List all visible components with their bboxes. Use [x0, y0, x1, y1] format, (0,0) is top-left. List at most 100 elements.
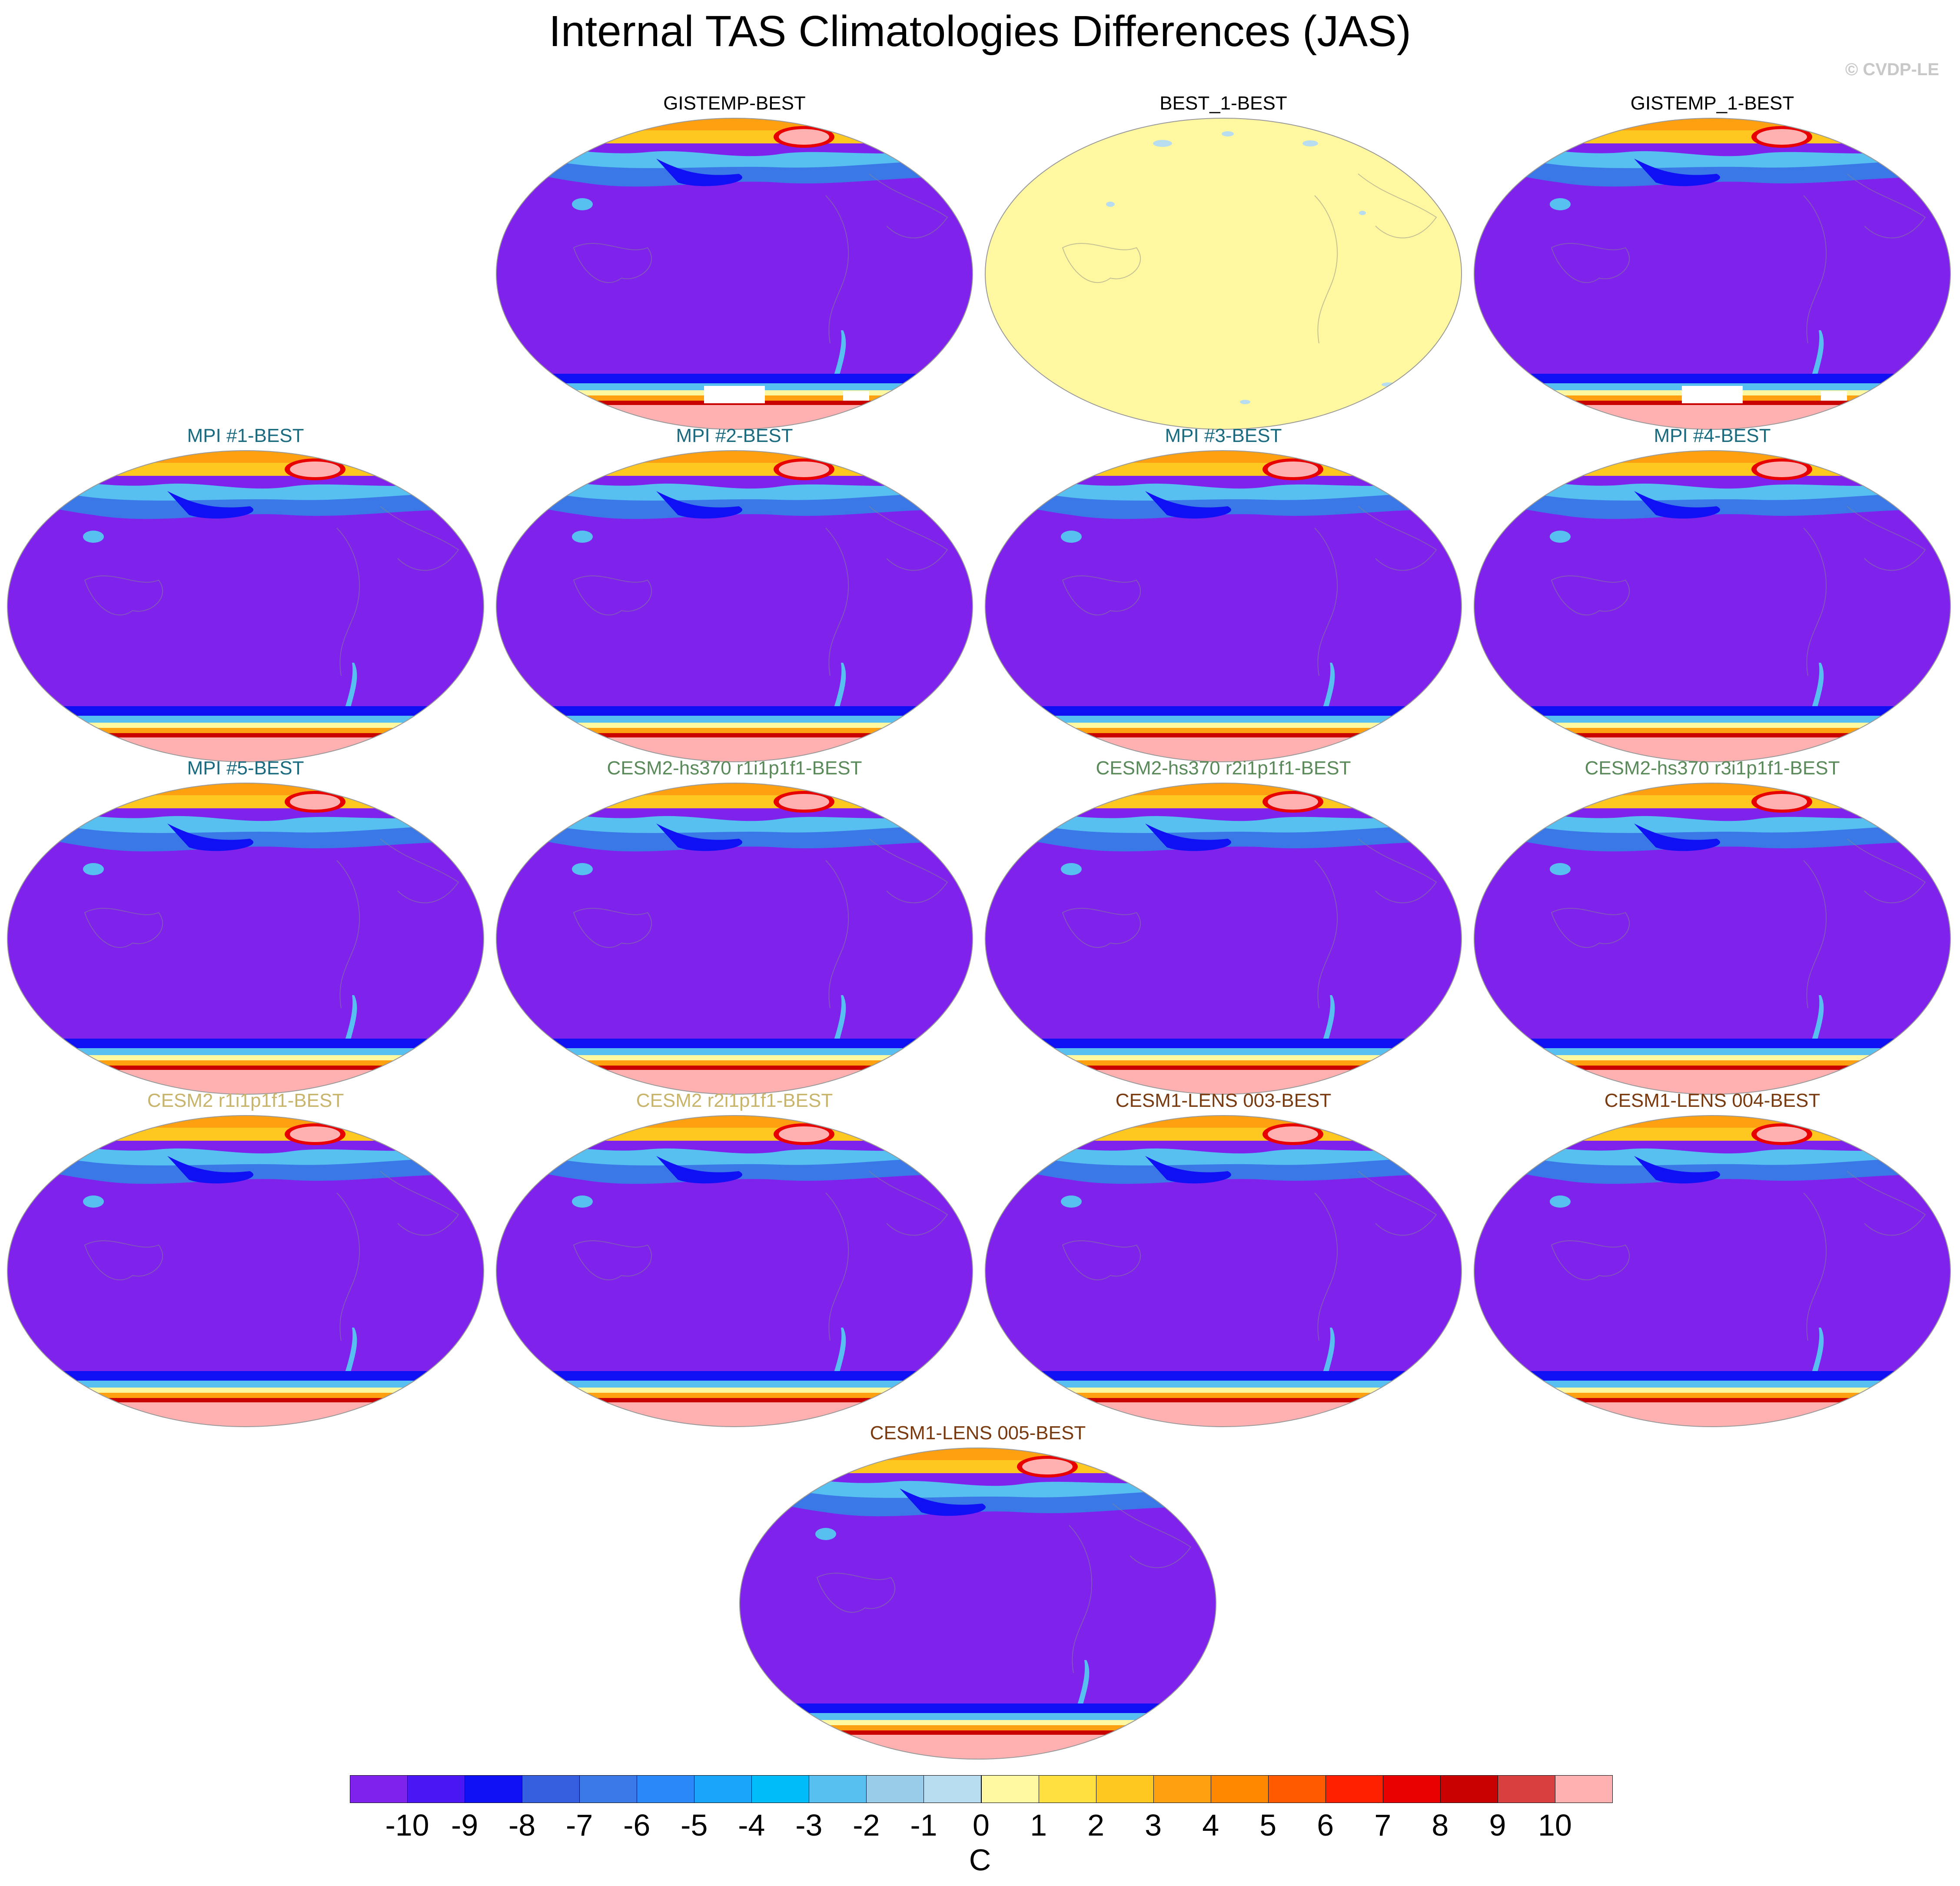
south-orange-band — [7, 728, 484, 734]
north-cool-band-2 — [496, 1141, 973, 1165]
colorbar-tick-label: -4 — [738, 1808, 765, 1842]
panel-title: CESM1-LENS 005-BEST — [870, 1422, 1086, 1444]
colorbar-tick-label: 0 — [973, 1808, 990, 1842]
colorbar-tick-label: 1 — [1030, 1808, 1047, 1842]
north-deep-blue — [656, 823, 742, 851]
hotspot-inner — [290, 462, 340, 477]
north-hot-band — [1474, 783, 1950, 795]
watermark: © CVDP-LE — [1845, 60, 1939, 79]
north-deep-blue — [1634, 491, 1720, 519]
north-hot-band — [496, 783, 973, 795]
colorbar-tick-label: 5 — [1259, 1808, 1277, 1842]
south-red-band — [496, 1066, 973, 1070]
north-cool-band-2 — [496, 143, 973, 168]
coastline — [84, 908, 163, 948]
panel-title: GISTEMP_1-BEST — [1630, 93, 1794, 114]
coastline — [869, 173, 948, 239]
map-panel: MPI #2-BEST — [495, 424, 973, 763]
ridge-feature — [1076, 1660, 1090, 1710]
south-neutral-band — [985, 1388, 1462, 1394]
map-canvas — [7, 783, 484, 1095]
hotspot-inner — [1757, 129, 1807, 145]
lake-feature — [1061, 1195, 1082, 1208]
coastline — [1551, 908, 1630, 948]
map-panel: MPI #3-BEST — [984, 424, 1462, 763]
lake-feature — [572, 1195, 593, 1208]
map-canvas — [496, 1115, 973, 1427]
map-border — [496, 450, 973, 762]
south-pink-band — [1474, 1402, 1950, 1427]
lake — [1302, 140, 1318, 146]
north-deep-blue — [656, 491, 742, 519]
map-canvas — [1474, 450, 1951, 762]
ridge-feature — [343, 1328, 357, 1378]
north-hot-band — [985, 1116, 1462, 1128]
lake-feature — [1550, 531, 1571, 543]
colorbar-tick-label: -8 — [508, 1808, 536, 1842]
north-hot-band — [496, 451, 973, 463]
map-panel: GISTEMP-BEST — [495, 91, 973, 430]
north-cool-band-2 — [7, 808, 484, 833]
south-neutral-band — [7, 1388, 484, 1394]
south-neutral-band — [740, 1720, 1216, 1726]
map-canvas — [985, 450, 1462, 762]
lake-feature — [1550, 198, 1571, 210]
coastline — [573, 243, 652, 283]
panel-title: BEST_1-BEST — [1159, 93, 1287, 114]
hotspot-inner — [1757, 794, 1807, 810]
south-orange-band — [985, 728, 1462, 734]
coastline — [1314, 528, 1338, 676]
coastline — [1314, 860, 1338, 1009]
map-border — [985, 783, 1462, 1095]
panel-title: CESM2 r2i1p1f1-BEST — [636, 1090, 833, 1111]
coastline — [825, 1192, 849, 1341]
north-deep-blue — [167, 1156, 253, 1184]
colorbar-cell — [981, 1775, 1039, 1803]
panel-title: GISTEMP-BEST — [663, 93, 806, 114]
map-border — [7, 1115, 484, 1427]
map-border — [739, 1448, 1216, 1760]
panel-title: CESM2-hs370 r1i1p1f1-BEST — [607, 757, 862, 779]
map-panel: CESM2-hs370 r2i1p1f1-BEST — [984, 756, 1462, 1095]
lake-feature — [572, 531, 593, 543]
map-border — [985, 1115, 1462, 1427]
south-neutral-band — [985, 723, 1462, 729]
map-border — [7, 450, 484, 762]
colorbar-tick-label: 7 — [1374, 1808, 1392, 1842]
map-canvas — [985, 783, 1462, 1095]
coastline — [1358, 506, 1437, 571]
colorbar-tick-label: 2 — [1087, 1808, 1105, 1842]
colorbar-cell — [1210, 1775, 1269, 1803]
colorbar-cell — [924, 1775, 982, 1803]
colorbar-tick-label: 6 — [1317, 1808, 1334, 1842]
hotspot-inner — [1268, 1126, 1318, 1142]
lake-feature — [83, 1195, 104, 1208]
coastline — [84, 1240, 163, 1281]
colorbar-tick-label: 8 — [1432, 1808, 1449, 1842]
north-deep-blue — [1634, 1156, 1720, 1184]
coastline — [336, 860, 360, 1009]
colorbar-cell — [1268, 1775, 1326, 1803]
coastline — [1062, 243, 1141, 283]
north-cool-band-2 — [1474, 143, 1950, 168]
colorbar-cell — [637, 1775, 695, 1803]
north-hot-band — [7, 783, 484, 795]
colorbar-cell — [1325, 1775, 1383, 1803]
south-red-band — [496, 1398, 973, 1402]
south-red-band — [1474, 1398, 1950, 1402]
south-neutral-band — [496, 1388, 973, 1394]
map-panel: CESM1-LENS 004-BEST — [1473, 1089, 1951, 1428]
north-deep-blue — [1145, 823, 1231, 851]
ridge-feature — [832, 1328, 846, 1378]
map-border — [7, 783, 484, 1095]
panel-title: MPI #5-BEST — [187, 757, 304, 779]
south-red-band — [740, 1730, 1216, 1735]
south-red-band — [985, 1066, 1462, 1070]
panel-title: MPI #4-BEST — [1654, 425, 1771, 446]
south-orange-band — [1474, 728, 1950, 734]
north-cool-band-2 — [7, 476, 484, 501]
lake-feature — [1550, 863, 1571, 875]
lake — [1222, 131, 1234, 136]
missing-data-gap — [1821, 391, 1847, 401]
colorbar-tick-label: -5 — [681, 1808, 708, 1842]
